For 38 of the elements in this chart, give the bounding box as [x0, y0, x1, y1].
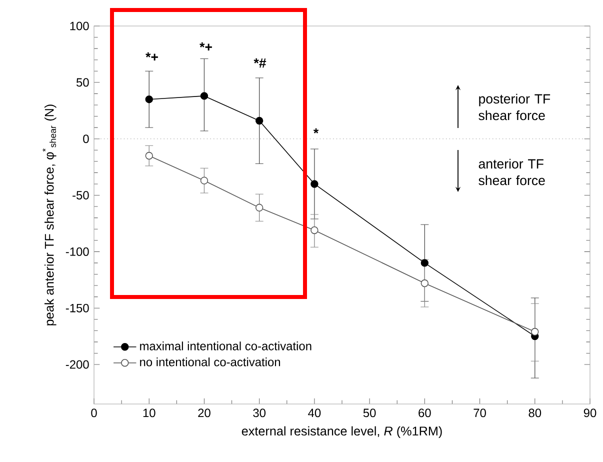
point — [310, 226, 318, 234]
annotation: *+ — [146, 52, 158, 61]
annotation: *+ — [200, 42, 212, 51]
x-tick-label: 0 — [91, 408, 97, 418]
point — [310, 180, 318, 188]
point — [255, 116, 264, 125]
y-tick-label: -50 — [72, 191, 89, 200]
y-tick-label: 100 — [70, 22, 89, 30]
point — [255, 204, 264, 212]
x-axis-title: external resistance level, R (%1RM) — [242, 426, 442, 438]
y-tick-label: -150 — [66, 304, 89, 312]
annotation: posterior TF shear force — [478, 94, 550, 120]
x-tick-label: 40 — [308, 408, 321, 418]
y-axis-title: peak anterior TF shear force, φ$^{*}$$_{shear}$ (N) — [42, 104, 56, 326]
legend-label: no intentional co-activation — [140, 358, 280, 366]
point — [145, 95, 153, 104]
point — [420, 279, 429, 288]
x-tick-label: 60 — [418, 408, 431, 418]
x-tick-label: 30 — [253, 408, 266, 418]
point — [200, 92, 208, 100]
x-tick-label: 50 — [363, 408, 376, 418]
point — [420, 259, 429, 267]
annotation: anterior TF shear force — [478, 158, 545, 186]
x-tick-label: 10 — [143, 408, 156, 418]
y-tick-label: -100 — [66, 247, 89, 256]
point — [200, 176, 208, 184]
x-tick-label: 20 — [198, 408, 210, 418]
legend-label: maximal intentional co-activation — [140, 342, 312, 350]
y-tick-label: -200 — [66, 360, 89, 369]
y-tick-label: 50 — [76, 78, 89, 87]
annotation: * — [313, 128, 319, 134]
y-tick-label: 0 — [83, 134, 89, 144]
x-tick-label: 70 — [474, 408, 486, 418]
point — [145, 152, 153, 160]
x-tick-label: 90 — [584, 408, 596, 418]
annotation: *# — [254, 58, 266, 68]
point — [531, 328, 539, 336]
x-tick-label: 80 — [528, 408, 542, 418]
